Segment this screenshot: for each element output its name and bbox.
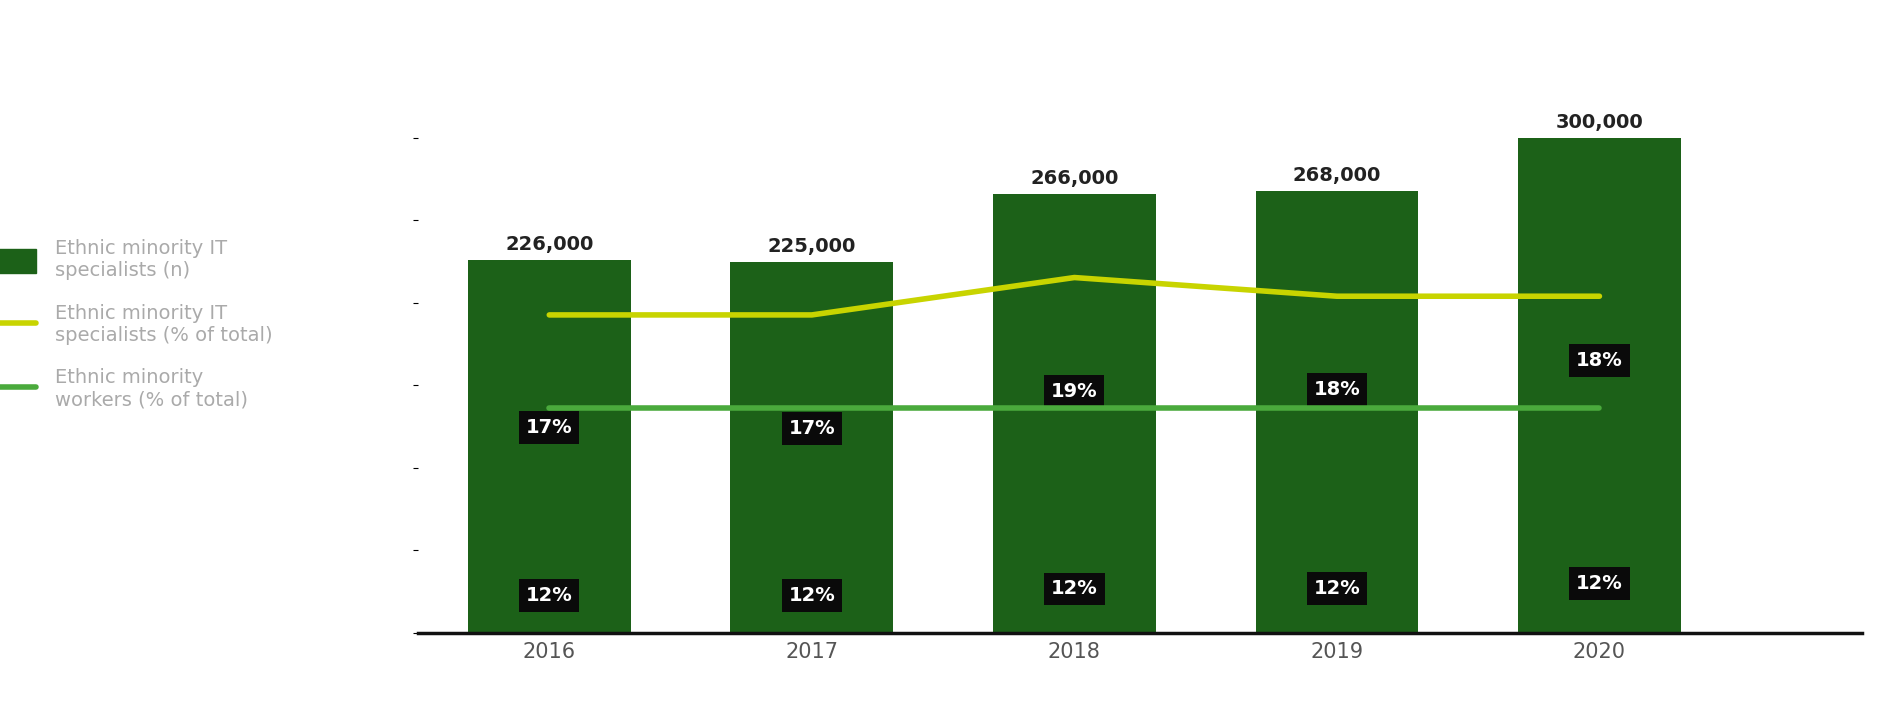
Text: 12%: 12% [1313, 579, 1360, 598]
Text: 19%: 19% [1051, 382, 1098, 401]
Text: 18%: 18% [1577, 351, 1623, 370]
Text: 226,000: 226,000 [505, 235, 593, 254]
Text: 12%: 12% [1051, 580, 1098, 598]
Bar [1518, 138, 1682, 633]
Legend: Ethnic minority IT
specialists (n), Ethnic minority IT
specialists (% of total),: Ethnic minority IT specialists (n), Ethn… [0, 239, 274, 409]
Bar [467, 260, 631, 633]
Text: 225,000: 225,000 [768, 237, 857, 256]
Text: 12%: 12% [1577, 574, 1623, 592]
Text: 268,000: 268,000 [1292, 166, 1381, 185]
Bar [994, 194, 1155, 633]
Text: 300,000: 300,000 [1556, 113, 1644, 132]
Bar [730, 262, 893, 633]
Text: 12%: 12% [788, 586, 836, 605]
Bar [1256, 191, 1417, 633]
Text: 266,000: 266,000 [1030, 169, 1119, 188]
Text: 17%: 17% [526, 418, 572, 437]
Text: 18%: 18% [1313, 380, 1360, 399]
Text: 12%: 12% [526, 586, 572, 605]
Text: 17%: 17% [788, 419, 836, 438]
